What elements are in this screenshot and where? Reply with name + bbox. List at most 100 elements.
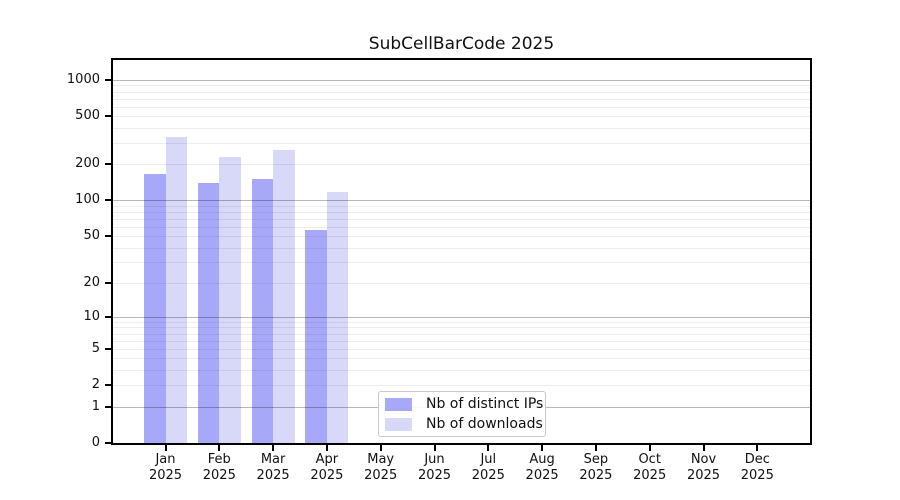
gridline-minor [113, 85, 810, 87]
gridline-minor [113, 262, 810, 264]
bar-apr-downloads [326, 191, 349, 443]
y-tick-label: 20 [83, 274, 100, 290]
gridline-minor [113, 211, 810, 213]
month-label: May [367, 452, 395, 467]
gridline-minor [113, 218, 810, 220]
gridline-minor [113, 205, 810, 207]
y-tick-label: 50 [83, 228, 100, 244]
x-tick-label-dec: Dec 2025 [730, 452, 784, 484]
x-tick-label-jul: Jul 2025 [461, 452, 515, 484]
gridline-minor [113, 358, 810, 360]
x-tick-label-oct: Oct 2025 [623, 452, 677, 484]
x-tick-mark [594, 444, 597, 451]
gridline-minor [113, 385, 810, 387]
year-label: 2025 [525, 468, 559, 483]
gridline-major [113, 316, 810, 318]
gridline-minor [113, 333, 810, 335]
year-label: 2025 [202, 468, 236, 483]
y-tick-mark [105, 163, 112, 166]
bar-feb-distinct-ips [197, 182, 220, 443]
gridline-minor [113, 106, 810, 108]
month-label: Apr [315, 452, 339, 467]
gridline-minor [113, 127, 810, 129]
bar-apr-distinct-ips [305, 229, 327, 443]
gridline-minor [113, 236, 810, 238]
legend-swatch-downloads [385, 417, 412, 431]
x-tick-label-jan: Jan 2025 [139, 452, 193, 484]
month-label: Mar [260, 452, 286, 467]
legend-swatch-distinct-ips [385, 397, 412, 411]
x-tick-mark [325, 444, 328, 451]
y-tick-mark [105, 405, 112, 408]
gridline-minor [113, 348, 810, 350]
year-label: 2025 [364, 468, 398, 483]
gridline-minor [113, 282, 810, 284]
y-tick-mark [105, 281, 112, 284]
month-label: Aug [529, 452, 555, 467]
gridline-minor [113, 98, 810, 100]
bar-feb-downloads [219, 156, 241, 443]
x-tick-mark [756, 444, 759, 451]
gridline-minor [113, 116, 810, 118]
month-label: Sep [583, 452, 609, 467]
month-label: Nov [690, 452, 717, 467]
month-label: Jan [155, 452, 176, 467]
year-label: 2025 [686, 468, 721, 483]
month-label: Jul [480, 452, 497, 467]
gridline-minor [113, 142, 810, 144]
gridline-major [113, 200, 810, 202]
x-tick-label-feb: Feb 2025 [192, 452, 246, 484]
x-tick-mark [648, 444, 651, 451]
x-tick-label-may: May 2025 [354, 452, 408, 484]
year-label: 2025 [471, 468, 505, 483]
y-tick-mark [105, 315, 112, 318]
bar-mar-downloads [273, 150, 295, 443]
gridline-minor [113, 91, 810, 93]
y-tick-label: 1 [91, 398, 100, 414]
gridline-minor [113, 164, 810, 166]
x-tick-label-jun: Jun 2025 [408, 452, 462, 484]
x-tick-mark [218, 444, 221, 451]
x-tick-mark [379, 444, 382, 451]
month-label: Dec [744, 452, 770, 467]
year-label: 2025 [579, 468, 613, 483]
y-tick-label: 1000 [66, 71, 100, 87]
y-tick-label: 200 [75, 156, 100, 172]
y-tick-label: 5 [91, 340, 100, 356]
gridline-minor [113, 340, 810, 342]
chart-title: SubCellBarCode 2025 [368, 34, 555, 54]
plot-area [111, 58, 812, 445]
x-tick-mark [164, 444, 167, 451]
x-tick-mark [433, 444, 436, 451]
month-label: Jun [424, 452, 445, 467]
legend-item-downloads: Nb of downloads [385, 416, 543, 432]
legend-label-distinct-ips: Nb of distinct IPs [426, 396, 544, 412]
y-tick-label: 500 [75, 108, 100, 124]
y-tick-label: 2 [91, 377, 100, 393]
x-tick-mark [487, 444, 490, 451]
x-tick-mark [702, 444, 705, 451]
gridline-major [113, 79, 810, 81]
y-tick-mark [105, 235, 112, 238]
y-tick-label: 10 [83, 308, 100, 324]
year-label: 2025 [740, 468, 774, 483]
x-tick-label-mar: Mar 2025 [246, 452, 300, 484]
x-tick-mark [272, 444, 275, 451]
y-tick-mark [105, 384, 112, 387]
gridline-minor [113, 247, 810, 249]
gridline-minor [113, 321, 810, 323]
y-tick-mark [105, 115, 112, 118]
y-tick-mark [105, 78, 112, 81]
gridline-minor [113, 370, 810, 372]
gridline-minor [113, 226, 810, 228]
legend-item-distinct-ips: Nb of distinct IPs [385, 396, 543, 412]
x-tick-label-apr: Apr 2025 [300, 452, 354, 484]
year-label: 2025 [256, 468, 290, 483]
month-label: Oct [638, 452, 661, 467]
y-tick-mark [105, 442, 112, 444]
bar-jan-distinct-ips [144, 174, 166, 443]
x-tick-label-nov: Nov 2025 [677, 452, 731, 484]
year-label: 2025 [417, 468, 452, 483]
y-tick-label: 100 [75, 192, 100, 208]
